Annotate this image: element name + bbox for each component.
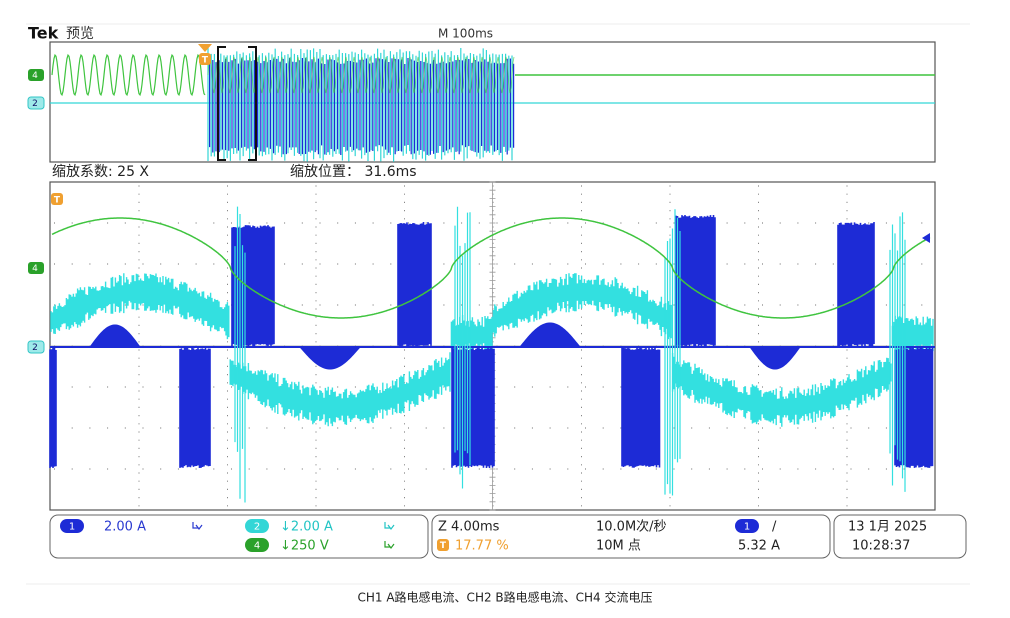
trigger-level: 5.32 A [738, 539, 780, 554]
ch1-burst [837, 222, 875, 347]
ch2-badge [245, 519, 269, 533]
trigger-badge [199, 53, 211, 65]
ch4-overview [51, 53, 206, 97]
ch4-marker [28, 262, 44, 274]
ch2-scale: ↓2.00 A [280, 520, 333, 535]
ch1-hump [298, 346, 362, 370]
date: 13 1月 2025 [848, 520, 927, 535]
datetime-box [833, 514, 967, 559]
ch1-burst [451, 347, 495, 468]
overview-traces [50, 48, 935, 162]
bw-icon [192, 522, 203, 530]
ch2-marker-text: 2 [32, 99, 38, 109]
caption: CH1 A路电感电流、CH2 B路电感电流、CH4 交流电压 [358, 590, 653, 605]
ch1-burst [49, 347, 57, 468]
trigger-source-badge-text: 1 [744, 522, 750, 533]
ch4-trace [51, 217, 931, 319]
timebase: M 100ms [438, 27, 493, 41]
ch4-scale: ↓250 V [280, 539, 329, 554]
ch4-marker-text: 4 [32, 264, 38, 274]
trigger-badge-text: T [54, 196, 61, 206]
trigger-pos-badge-text: T [440, 541, 447, 551]
ch4-marker [28, 69, 44, 81]
trigger-arrow [198, 44, 212, 52]
ch4-badge [245, 538, 269, 552]
ch2-marker [27, 340, 45, 354]
ch1-hump [89, 324, 141, 348]
trigger-source-badge [735, 519, 759, 533]
ch2-trace [50, 273, 934, 427]
zoom-scale: Z 4.00ms [438, 520, 500, 535]
brand: Tek [28, 24, 59, 43]
ch1-hump [518, 322, 582, 348]
trigger-badge-text: T [202, 56, 209, 66]
zoom-bracket [217, 46, 257, 161]
ch4-overview-burst [207, 56, 515, 94]
ch2-marker-text: 2 [32, 343, 38, 353]
bw-icon [384, 541, 395, 549]
ch1-hump [749, 346, 801, 370]
sample-rate: 10.0M次/秒 [596, 519, 667, 535]
ch4-marker-text: 4 [32, 71, 38, 81]
ch1-badge [60, 519, 84, 533]
mode: 预览 [66, 26, 94, 42]
ch2-badge-text: 2 [254, 522, 260, 533]
channel-box [49, 514, 429, 559]
ch2-overview [207, 48, 513, 162]
trigger-pos-badge [437, 539, 449, 551]
time: 10:28:37 [852, 539, 910, 554]
ch1-burst [894, 347, 934, 468]
trigger-slope: / [772, 520, 777, 535]
ch1-scale: 2.00 A [104, 520, 146, 535]
bw-icon [384, 522, 395, 530]
ch1-overview [209, 58, 515, 155]
acquisition-box [431, 514, 831, 559]
record-length: 10M 点 [596, 539, 641, 554]
zoom-factor: 缩放系数: 25 X [52, 164, 149, 180]
ch1-burst [231, 225, 275, 347]
trigger-position: 17.77 % [455, 539, 509, 554]
ch1-burst [397, 222, 432, 347]
main-traces [49, 206, 935, 503]
ch2-marker [27, 96, 45, 110]
trigger-badge [51, 193, 63, 205]
trigger-level-arrow [922, 233, 930, 243]
ch1-burst [621, 347, 661, 468]
ch4-badge-text: 4 [254, 541, 260, 552]
ch1-burst [179, 347, 211, 468]
ch2-spikes [234, 206, 906, 503]
zoom-position: 缩放位置： 31.6ms [290, 164, 417, 180]
ch1-badge-text: 1 [69, 522, 75, 533]
